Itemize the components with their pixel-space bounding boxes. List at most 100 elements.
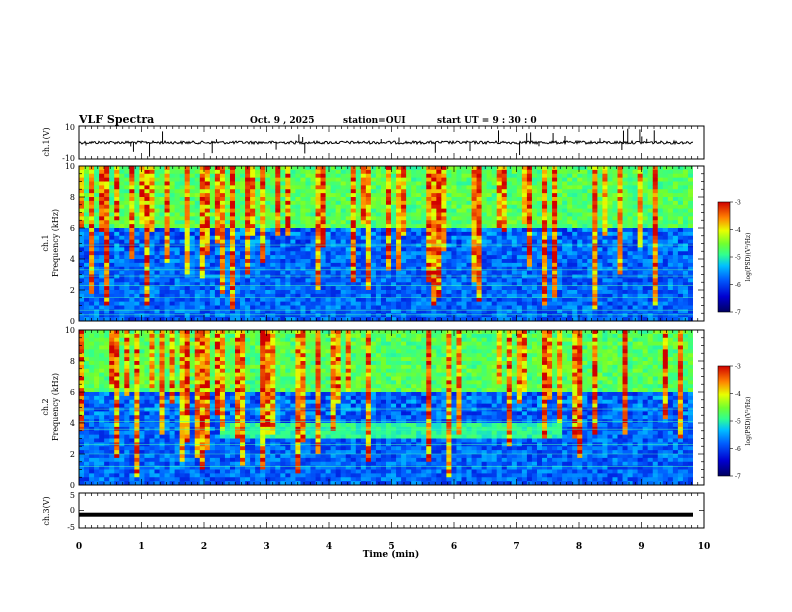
spectrogram-cell: [139, 247, 145, 252]
spectrogram-cell: [491, 309, 498, 314]
spectrogram-cell: [280, 177, 286, 182]
spectrogram-cell: [325, 278, 332, 283]
spectrogram-cell: [607, 313, 613, 318]
spectrogram-cell: [632, 247, 639, 252]
spectrogram-cell: [114, 173, 120, 179]
spectrogram-cell: [451, 290, 457, 295]
spectrogram-cell: [159, 317, 165, 322]
spectrogram-cell: [521, 197, 528, 202]
spectrogram-cell: [506, 251, 513, 256]
spectrogram-cell: [602, 208, 608, 213]
spectrogram-cell: [214, 193, 221, 198]
spectrogram-cell: [562, 293, 568, 299]
spectrogram-cell: [360, 208, 367, 213]
spectrogram-cell: [124, 200, 130, 206]
spectrogram-cell: [386, 270, 392, 275]
spectrogram-cell: [365, 189, 372, 194]
spectrogram-cell: [144, 301, 150, 306]
spectrogram-cell: [355, 231, 362, 237]
spectrogram-cell: [436, 274, 442, 279]
spectrogram-cell: [260, 247, 266, 252]
spectrogram-cell: [124, 290, 130, 295]
spectrogram-cell: [572, 297, 578, 303]
spectrogram-cell: [270, 247, 276, 252]
spectrogram-cell: [179, 313, 186, 318]
spectrogram-cell: [380, 224, 387, 229]
spectrogram-cell: [365, 278, 372, 283]
spectrogram-cell: [245, 169, 251, 175]
spectrogram-cell: [612, 220, 618, 225]
spectrogram-cell: [204, 173, 211, 179]
spectrogram-cell: [250, 216, 256, 221]
spectrogram-cell: [562, 189, 568, 194]
spectrogram-cell: [79, 293, 85, 299]
spectrogram-cell: [275, 177, 281, 182]
spectrogram-cell: [587, 197, 593, 202]
spectrogram-cell: [275, 259, 281, 264]
spectrogram-cell: [134, 255, 140, 260]
spectrogram-cell: [587, 189, 593, 194]
spectrogram-cell: [521, 189, 528, 194]
spectrogram-cell: [214, 247, 221, 252]
spectrogram-cell: [199, 266, 206, 272]
spectrogram-cell: [149, 247, 155, 252]
spectrogram-cell: [154, 247, 160, 252]
spectrogram-cell: [89, 177, 95, 182]
spectrogram-cell: [214, 224, 221, 229]
spectrogram-cell: [607, 208, 613, 213]
spectrogram-cell: [265, 181, 271, 186]
spectrogram-cell: [476, 239, 483, 244]
spectrogram-cell: [144, 235, 150, 241]
spectrogram-cell: [607, 216, 613, 221]
spectrogram-cell: [179, 297, 186, 303]
spectrogram-cell: [224, 212, 231, 217]
spectrogram-cell: [501, 259, 508, 264]
spectrogram-cell: [214, 166, 221, 171]
spectrogram-cell: [426, 208, 432, 213]
spectrogram-cell: [114, 278, 120, 283]
spectrogram-cell: [350, 197, 357, 202]
spectrogram-cell: [617, 208, 623, 213]
spectrogram-cell: [456, 224, 462, 229]
spectrogram-cell: [647, 305, 654, 310]
spectrogram-cell: [456, 212, 462, 217]
spectrogram-cell: [109, 193, 115, 198]
spectrogram-cell: [446, 290, 452, 295]
spectrogram-cell: [129, 270, 135, 275]
spectrogram-cell: [144, 169, 150, 175]
spectrogram-cell: [320, 173, 326, 179]
spectrogram-cell: [511, 212, 518, 217]
spectrogram-cell: [416, 197, 422, 202]
spectrogram-cell: [275, 290, 281, 295]
spectrogram-cell: [406, 297, 412, 303]
spectrogram-cell: [270, 286, 276, 291]
spectrogram-cell: [325, 317, 332, 322]
spectrogram-cell: [441, 220, 447, 225]
spectrogram-cell: [204, 278, 211, 283]
spectrogram-cell: [330, 173, 337, 179]
spectrogram-cell: [104, 208, 110, 213]
spectrogram-cell: [325, 220, 332, 225]
spectrogram-cell: [587, 286, 593, 291]
spectrogram-cell: [521, 231, 528, 237]
spectrogram-cell: [401, 228, 407, 233]
spectrogram-cell: [622, 166, 628, 171]
spectrogram-cell: [592, 317, 598, 322]
spectrogram-cell: [139, 317, 145, 322]
spectrogram-cell: [219, 293, 226, 299]
spectrogram-cell: [345, 212, 352, 217]
spectrogram-cell: [632, 270, 639, 275]
spectrogram-cell: [89, 266, 95, 272]
spectrogram-cell: [325, 274, 332, 279]
spectrogram-cell: [295, 274, 301, 279]
spectrogram-cell: [104, 282, 110, 287]
spectrogram-cell: [114, 317, 120, 322]
spectrogram-cell: [506, 193, 513, 198]
spectrogram-cell: [250, 243, 256, 248]
spectrogram-cell: [99, 270, 105, 275]
spectrogram-cell: [104, 297, 110, 303]
spectrogram-cell: [612, 278, 618, 283]
spectrogram-cell: [260, 266, 266, 272]
spectrogram-cell: [471, 243, 477, 248]
spectrogram-cell: [557, 185, 563, 190]
